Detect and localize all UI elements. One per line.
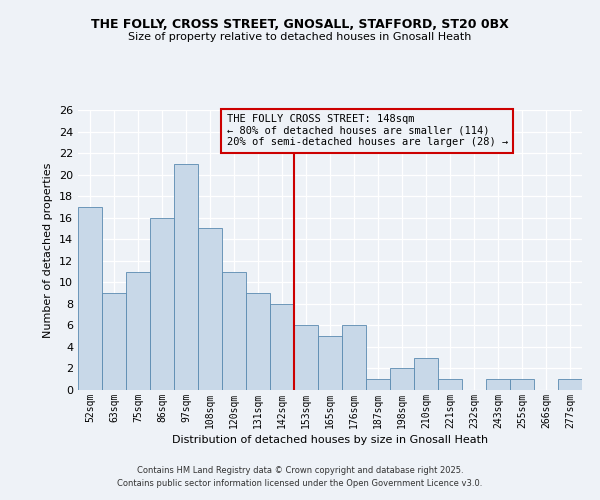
Text: Size of property relative to detached houses in Gnosall Heath: Size of property relative to detached ho… — [128, 32, 472, 42]
Bar — [270, 304, 294, 390]
Bar — [414, 358, 438, 390]
Bar — [174, 164, 198, 390]
Bar — [78, 207, 102, 390]
Text: THE FOLLY, CROSS STREET, GNOSALL, STAFFORD, ST20 0BX: THE FOLLY, CROSS STREET, GNOSALL, STAFFO… — [91, 18, 509, 30]
Bar — [198, 228, 222, 390]
Bar — [342, 326, 366, 390]
Bar — [366, 379, 390, 390]
Bar — [246, 293, 270, 390]
Bar — [126, 272, 150, 390]
Bar — [150, 218, 174, 390]
Bar — [390, 368, 414, 390]
Bar — [486, 379, 510, 390]
Bar — [318, 336, 342, 390]
Bar — [438, 379, 462, 390]
Bar — [294, 326, 318, 390]
X-axis label: Distribution of detached houses by size in Gnosall Heath: Distribution of detached houses by size … — [172, 435, 488, 445]
Bar — [558, 379, 582, 390]
Text: THE FOLLY CROSS STREET: 148sqm
← 80% of detached houses are smaller (114)
20% of: THE FOLLY CROSS STREET: 148sqm ← 80% of … — [227, 114, 508, 148]
Bar — [222, 272, 246, 390]
Bar — [102, 293, 126, 390]
Text: Contains HM Land Registry data © Crown copyright and database right 2025.
Contai: Contains HM Land Registry data © Crown c… — [118, 466, 482, 487]
Bar — [510, 379, 534, 390]
Y-axis label: Number of detached properties: Number of detached properties — [43, 162, 53, 338]
